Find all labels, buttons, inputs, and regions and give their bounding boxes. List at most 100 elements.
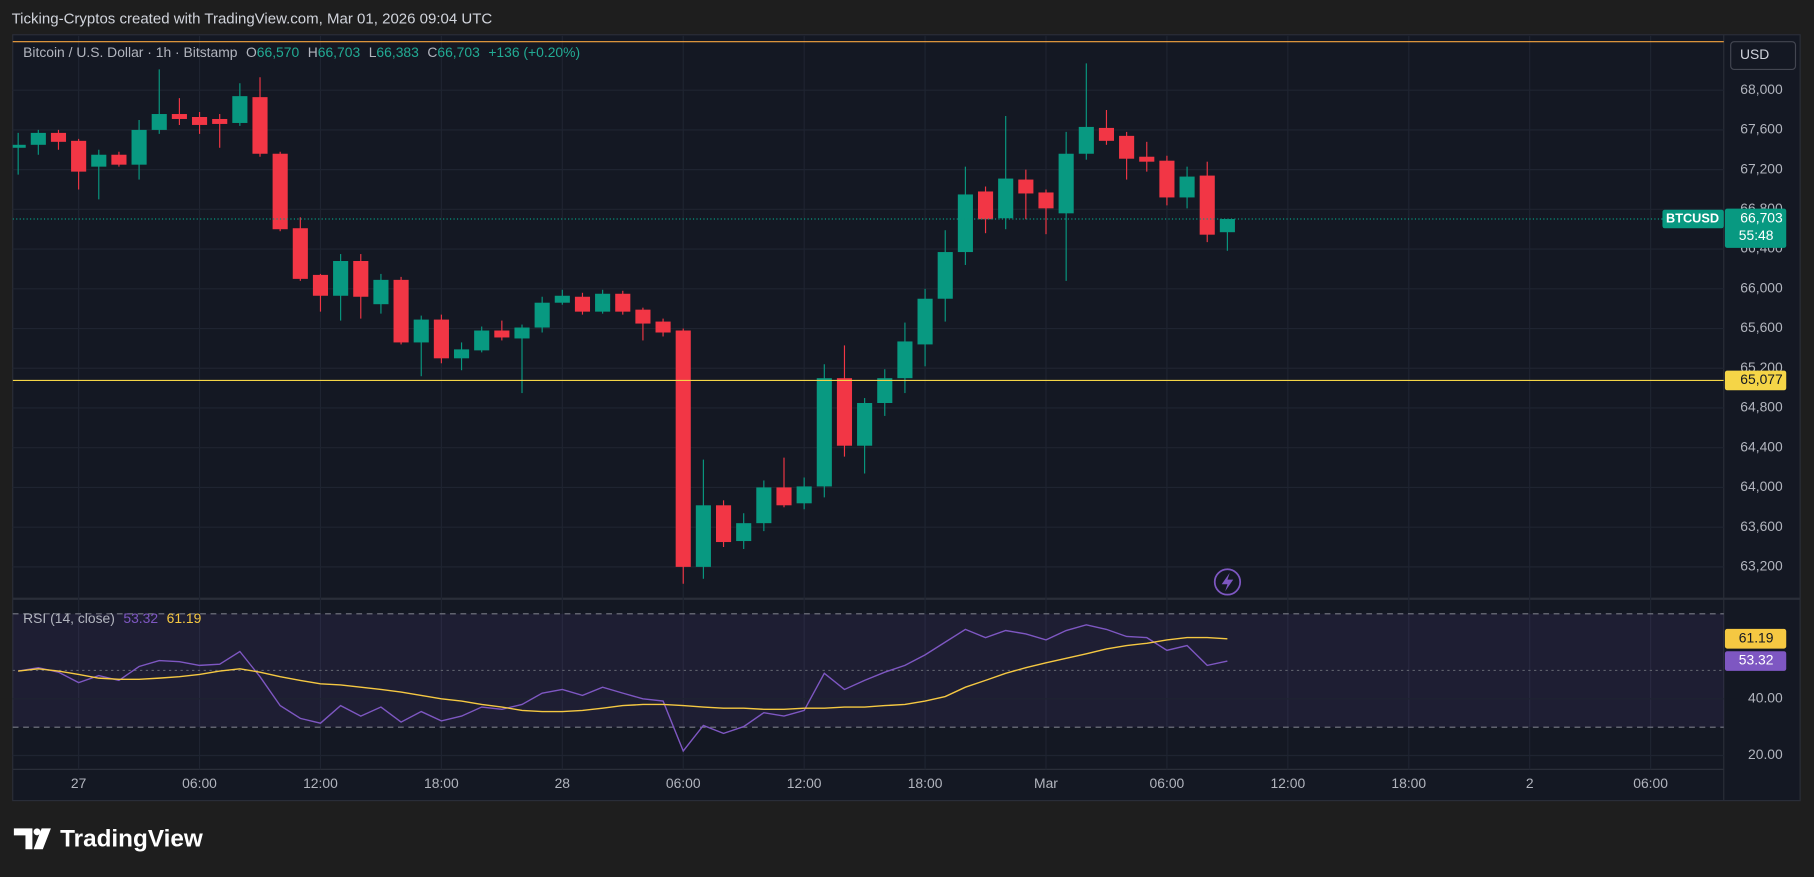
candle-body: [534, 302, 550, 328]
candle-body: [1139, 156, 1155, 162]
x-tick-label: 18:00: [908, 775, 943, 791]
candle-body: [796, 486, 812, 504]
candle-body: [776, 487, 792, 506]
candle-body: [655, 321, 671, 333]
candle-body: [151, 114, 167, 130]
candle-body: [836, 378, 853, 446]
countdown: 55:48: [1739, 227, 1774, 243]
rsi-value-box: [1724, 628, 1787, 649]
candle-body: [12, 144, 26, 148]
candle-body: [272, 153, 288, 230]
candle-body: [353, 260, 369, 297]
symbol-label-box: [1662, 209, 1724, 229]
alert-icon-ring: [1213, 568, 1242, 596]
x-tick-label: 12:00: [1270, 775, 1305, 791]
candle-body: [1119, 135, 1135, 159]
y-tick-label: 66,000: [1740, 279, 1783, 295]
x-tick-label: 12:00: [303, 775, 338, 791]
candle-body: [1038, 192, 1054, 209]
rsi-value-label: 53.32: [1739, 652, 1774, 668]
candle-body: [131, 129, 147, 165]
x-tick-label: 06:00: [182, 775, 217, 791]
candle-body: [474, 330, 490, 351]
brand: TradingView: [60, 825, 203, 852]
y-tick-label: 64,800: [1740, 399, 1783, 415]
currency: USD: [1740, 46, 1769, 62]
hline-label: 65,077: [1740, 371, 1783, 387]
candle-body: [1199, 175, 1215, 235]
y-tick-label: 40.00: [1748, 689, 1783, 705]
candle-body: [736, 523, 752, 542]
y-tick-label: 67,600: [1740, 121, 1783, 137]
candle-body: [494, 330, 510, 338]
candle-body: [433, 319, 449, 359]
rsi-line: [18, 624, 1228, 753]
currency-box[interactable]: [1730, 41, 1797, 71]
x-tick-label: 06:00: [666, 775, 701, 791]
rsi-value: 53.32: [123, 610, 158, 626]
ohlc-key: L: [369, 44, 377, 60]
ohlc-value: 66,703: [318, 44, 361, 60]
hline-label-box: [1724, 370, 1787, 391]
candle-body: [232, 96, 248, 123]
x-tick-label: 2: [1526, 775, 1534, 791]
candle-body: [171, 114, 187, 119]
y-tick-label: 63,600: [1740, 518, 1783, 534]
candle-body: [635, 309, 651, 324]
candle-body: [615, 293, 631, 312]
candle-body: [1018, 179, 1034, 194]
candle-body: [998, 178, 1014, 219]
chart-panel: [12, 34, 1801, 802]
y-tick-label: 63,200: [1740, 558, 1783, 574]
candle-body: [393, 279, 409, 343]
candle-body: [212, 118, 228, 124]
candle-body: [333, 260, 349, 296]
candle-body: [30, 132, 46, 145]
candle-body: [312, 274, 329, 296]
chart-legend: Bitcoin / U.S. Dollar · 1h · Bitstamp O6…: [23, 44, 580, 60]
y-tick-label: 64,400: [1740, 438, 1783, 454]
x-tick-label: 06:00: [1150, 775, 1185, 791]
y-tick-label: 64,000: [1740, 478, 1783, 494]
y-tick-label: 20.00: [1748, 746, 1783, 762]
symbol-title: Bitcoin / U.S. Dollar · 1h · Bitstamp: [23, 44, 238, 60]
rsi-ma-value: 61.19: [167, 610, 202, 626]
brand-logo: [13, 828, 51, 850]
candle-body: [957, 194, 973, 253]
candle-body: [1098, 127, 1115, 141]
rsi-title: RSI (14, close): [23, 610, 115, 626]
candle-body: [857, 403, 873, 446]
alert-icon[interactable]: [1213, 568, 1242, 596]
rsi-line: [18, 636, 1228, 713]
candle-body: [191, 116, 208, 125]
ohlc-value: 66,703: [437, 44, 480, 60]
plot: [12, 63, 1724, 753]
candle-body: [554, 295, 570, 303]
last-price-box: [1724, 208, 1787, 248]
ohlc-value: 66,570: [257, 44, 300, 60]
candle-body: [917, 298, 933, 345]
y-tick-label: 67,200: [1740, 160, 1783, 176]
y-tick-label: 68,000: [1740, 81, 1783, 97]
candle-body: [71, 140, 87, 172]
last-price-label: 66,703: [1740, 210, 1783, 226]
candle-body: [595, 293, 611, 312]
ohlc-value: 66,383: [376, 44, 419, 60]
candle-body: [897, 341, 913, 379]
x-tick-label: 12:00: [787, 775, 822, 791]
candle-body: [675, 330, 691, 567]
grid: [12, 35, 1724, 770]
candle-body: [1179, 176, 1195, 198]
rsi-legend: RSI (14, close) 53.32 61.19: [23, 610, 201, 626]
x-tick-label: 18:00: [424, 775, 459, 791]
rsi-value-box: [1724, 651, 1787, 671]
ohlc-key: C: [427, 44, 437, 60]
candle-body: [292, 228, 308, 279]
candle-body: [252, 97, 268, 154]
candle-body: [574, 296, 591, 312]
ohlc-key: O: [246, 44, 257, 60]
candle-body: [756, 487, 772, 524]
candle-body: [413, 319, 429, 343]
candle-body: [50, 132, 67, 142]
